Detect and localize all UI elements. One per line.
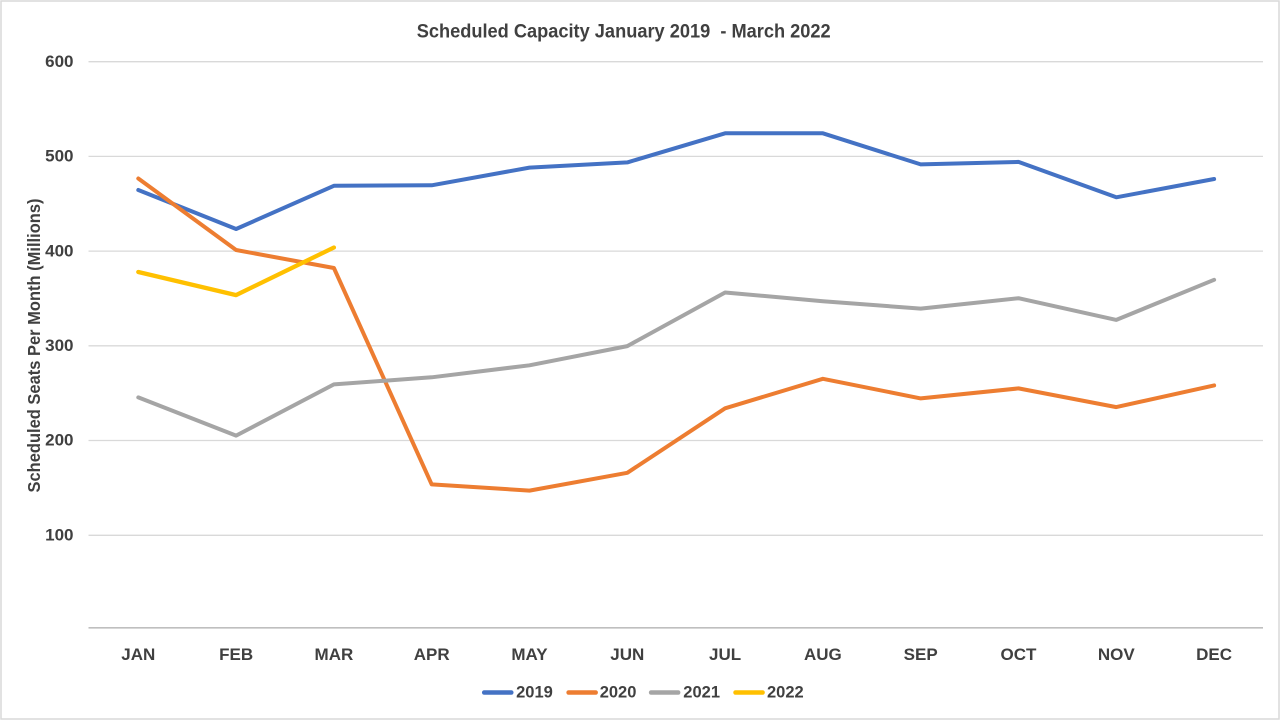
svg-text:APR: APR [414, 645, 450, 664]
svg-text:MAY: MAY [511, 645, 548, 664]
svg-text:500: 500 [45, 147, 73, 166]
svg-text:DEC: DEC [1196, 645, 1232, 664]
svg-text:2020: 2020 [600, 683, 637, 701]
svg-text:2019: 2019 [516, 683, 553, 701]
svg-text:OCT: OCT [1001, 645, 1038, 664]
svg-text:NOV: NOV [1098, 645, 1136, 664]
svg-text:SEP: SEP [904, 645, 938, 664]
svg-text:FEB: FEB [219, 645, 253, 664]
svg-text:200: 200 [45, 431, 73, 450]
svg-text:JUL: JUL [709, 645, 741, 664]
svg-text:AUG: AUG [804, 645, 842, 664]
svg-text:JUN: JUN [610, 645, 644, 664]
svg-text:600: 600 [45, 52, 73, 71]
svg-text:Scheduled Capacity January 201: Scheduled Capacity January 2019 - March … [417, 21, 831, 43]
svg-text:2021: 2021 [683, 683, 720, 701]
svg-text:2022: 2022 [767, 683, 804, 701]
svg-text:400: 400 [45, 241, 73, 260]
svg-text:MAR: MAR [315, 645, 354, 664]
svg-text:300: 300 [45, 336, 73, 355]
svg-text:Scheduled Seats Per Month (Mil: Scheduled Seats Per Month (Millions) [24, 199, 44, 493]
svg-text:100: 100 [45, 526, 73, 545]
svg-text:JAN: JAN [121, 645, 155, 664]
